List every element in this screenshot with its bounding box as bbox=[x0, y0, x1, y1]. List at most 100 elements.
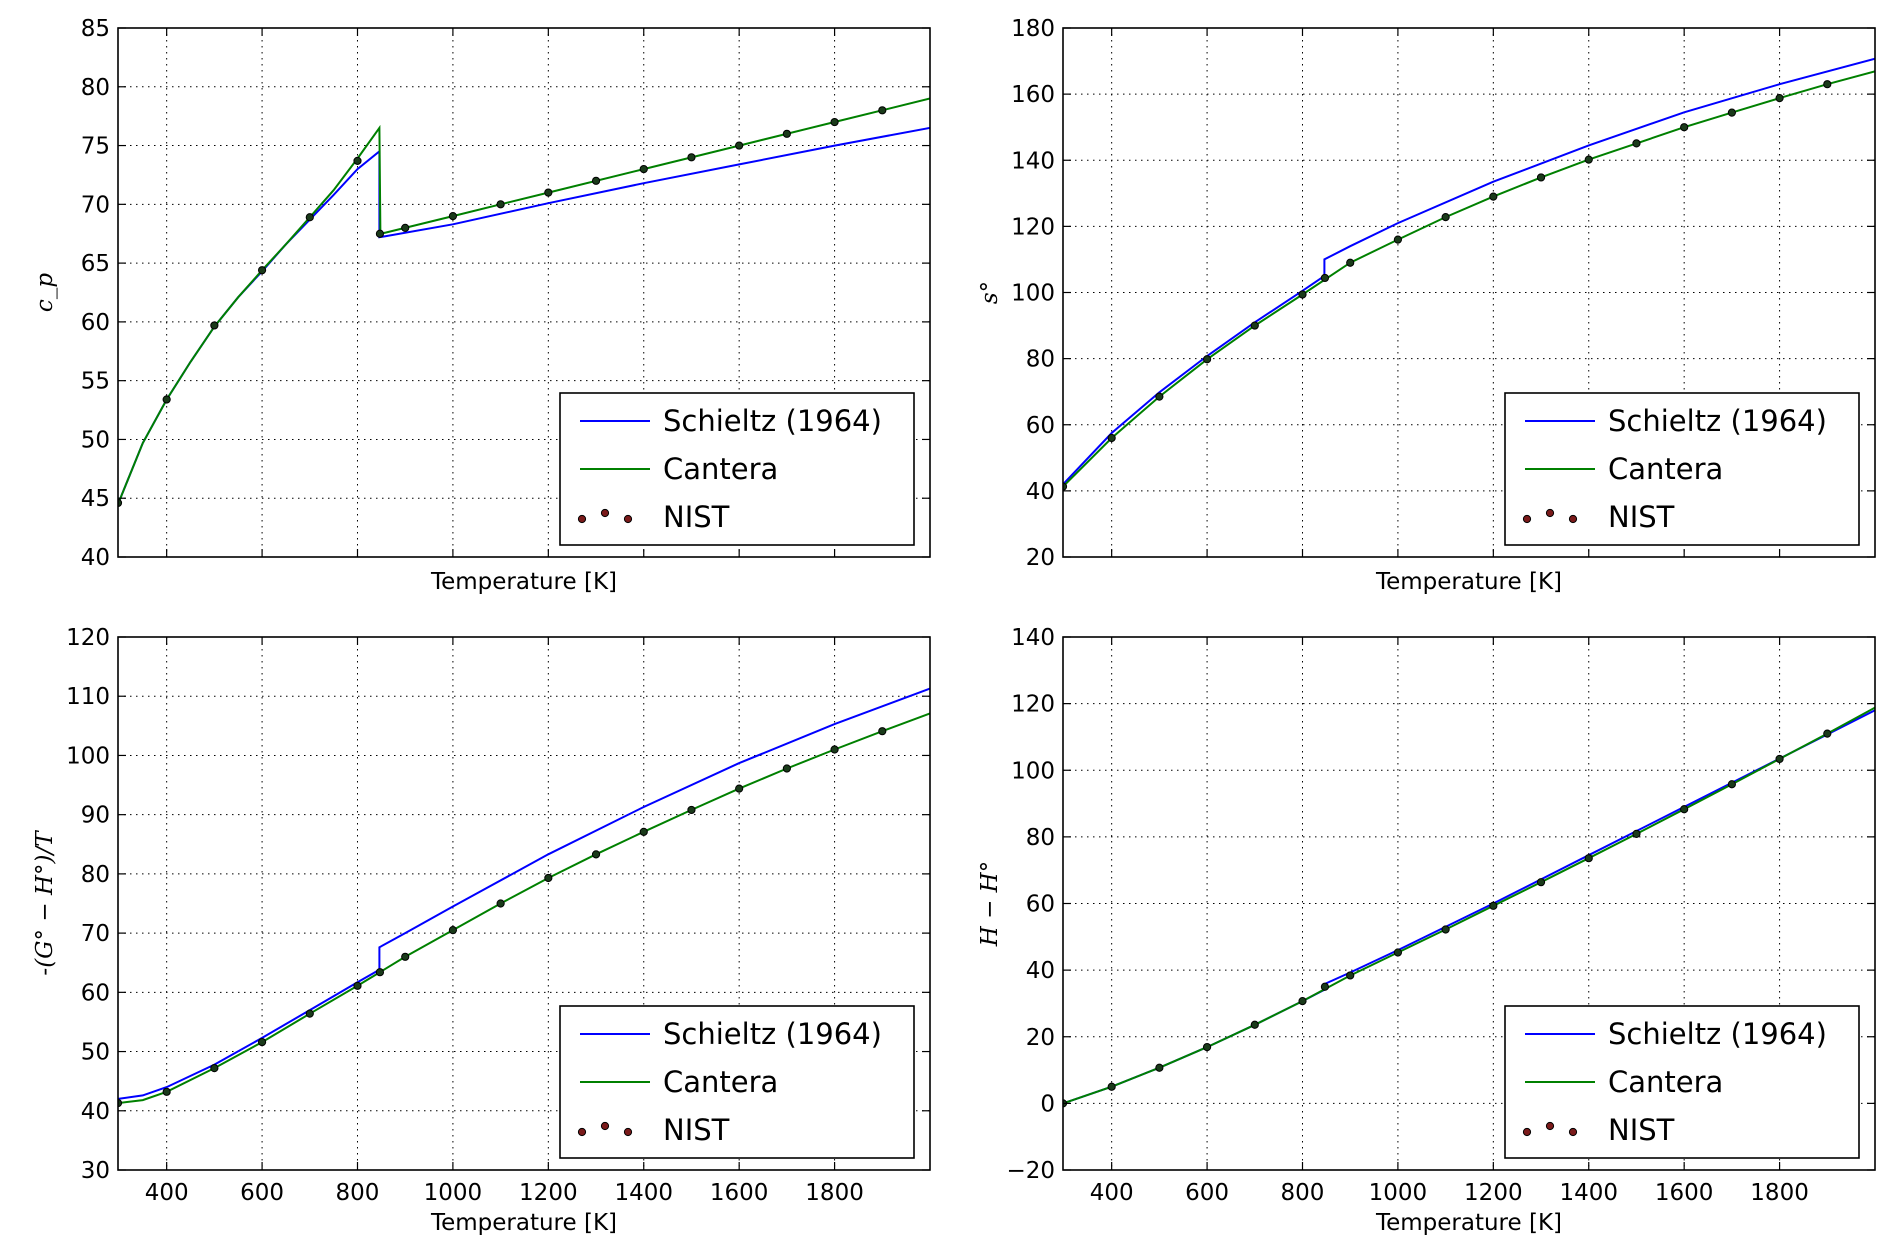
nist-point bbox=[1584, 155, 1593, 164]
nist-point bbox=[1727, 108, 1736, 117]
nist-point bbox=[687, 153, 696, 162]
x-tick-label: 1200 bbox=[1464, 1180, 1523, 1206]
y-tick-label: 120 bbox=[1011, 692, 1055, 718]
nist-point bbox=[1155, 392, 1164, 401]
nist-point bbox=[162, 395, 171, 404]
legend-label: Schieltz (1964) bbox=[663, 404, 882, 438]
y-tick-label: 60 bbox=[81, 310, 110, 336]
y-tick-label: 60 bbox=[81, 980, 110, 1006]
plot-frame bbox=[117, 636, 931, 1171]
y-tick-label: 80 bbox=[1026, 825, 1055, 851]
nist-point bbox=[878, 727, 887, 736]
legend-label: Schieltz (1964) bbox=[1608, 1017, 1827, 1051]
y-tick-label: 50 bbox=[81, 427, 110, 453]
legend-label: Schieltz (1964) bbox=[1608, 404, 1827, 438]
nist-point bbox=[162, 1087, 171, 1096]
x-tick-label: 1200 bbox=[519, 1180, 578, 1206]
legend-label: NIST bbox=[1608, 1113, 1675, 1147]
legend-label: NIST bbox=[1608, 500, 1675, 534]
legend-label: NIST bbox=[663, 1113, 730, 1147]
nist-point bbox=[1536, 173, 1546, 182]
nist-point bbox=[830, 745, 839, 754]
nist-point bbox=[1632, 829, 1641, 838]
nist-point bbox=[1823, 729, 1832, 738]
nist-point bbox=[496, 200, 505, 209]
y-axis-label: c_p bbox=[32, 273, 58, 312]
nist-point bbox=[1775, 93, 1784, 103]
x-tick-label: 1400 bbox=[614, 1180, 673, 1206]
nist-point bbox=[735, 784, 744, 793]
legend: Schieltz (1964) Cantera NIST bbox=[559, 392, 915, 546]
nist-point bbox=[544, 873, 553, 883]
legend-marker-swatch bbox=[1545, 1121, 1555, 1131]
y-tick-label: 100 bbox=[1011, 758, 1055, 784]
series-line-cantera bbox=[118, 97, 930, 505]
nist-point bbox=[305, 1009, 314, 1018]
nist-point bbox=[1775, 754, 1784, 764]
x-tick-label: 1000 bbox=[424, 1180, 483, 1206]
y-tick-label: 40 bbox=[81, 1099, 110, 1125]
nist-point bbox=[1107, 433, 1116, 443]
nist-point bbox=[1441, 213, 1450, 222]
y-tick-label: 40 bbox=[1026, 958, 1055, 984]
y-tick-label: 100 bbox=[66, 743, 110, 769]
nist-point bbox=[544, 188, 553, 197]
y-tick-label: 140 bbox=[1011, 625, 1055, 651]
x-axis-label: Temperature [K] bbox=[1375, 1210, 1562, 1236]
nist-point bbox=[1680, 805, 1689, 814]
chart-panel-1: 40 45 50 55 60 65 70 75 80 85 Temperature [K] c_p Sc… bbox=[32, 16, 931, 595]
nist-point bbox=[878, 106, 887, 115]
legend-marker-swatch bbox=[1568, 1127, 1578, 1137]
plot-area bbox=[1063, 57, 1875, 491]
y-axis-label: s° bbox=[977, 281, 1003, 304]
nist-point bbox=[353, 156, 362, 165]
nist-point bbox=[1320, 273, 1330, 283]
nist-point bbox=[830, 117, 839, 127]
nist-point bbox=[639, 827, 648, 836]
y-axis-label: H − H° bbox=[977, 861, 1003, 948]
nist-point bbox=[375, 968, 385, 977]
nist-point bbox=[305, 213, 314, 222]
legend-marker-swatch bbox=[623, 514, 633, 524]
nist-point bbox=[1298, 290, 1307, 299]
nist-point bbox=[1346, 258, 1355, 267]
y-tick-label: 160 bbox=[1011, 82, 1055, 108]
nist-point bbox=[735, 141, 744, 150]
x-axis-label: Temperature [K] bbox=[1375, 569, 1562, 595]
nist-point bbox=[401, 952, 410, 961]
nist-point bbox=[1155, 1063, 1164, 1072]
y-tick-label: 85 bbox=[81, 16, 110, 42]
nist-point bbox=[1298, 997, 1307, 1006]
nist-point bbox=[1107, 1082, 1116, 1091]
x-tick-label: 600 bbox=[1185, 1180, 1229, 1206]
legend-marker-swatch bbox=[577, 514, 587, 524]
nist-point bbox=[1346, 971, 1355, 980]
x-axis-label: Temperature [K] bbox=[430, 1210, 617, 1236]
nist-point bbox=[1823, 80, 1832, 89]
chart-panel-2: 20 40 60 80 100 120 140 160 180 Temperature [K] s°… bbox=[977, 16, 1876, 595]
y-tick-label: 70 bbox=[81, 921, 110, 947]
legend-marker-swatch bbox=[600, 1121, 610, 1131]
legend-label: Cantera bbox=[663, 452, 778, 486]
x-tick-label: 800 bbox=[1281, 1180, 1325, 1206]
plot-area bbox=[118, 97, 930, 508]
y-tick-label: 80 bbox=[1026, 347, 1055, 373]
nist-point bbox=[591, 850, 601, 859]
y-tick-label: 180 bbox=[1011, 16, 1055, 42]
plot-area bbox=[118, 687, 930, 1108]
chart-panel-3: 30 40 50 60 70 80 90 100 110 120 400 600 800 1000 1200… bbox=[32, 625, 931, 1236]
nist-point bbox=[1632, 139, 1641, 148]
nist-point bbox=[782, 129, 791, 138]
nist-point bbox=[1727, 780, 1736, 789]
nist-point bbox=[1320, 982, 1330, 991]
y-tick-label: 20 bbox=[1026, 1025, 1055, 1051]
nist-point bbox=[1250, 321, 1259, 330]
y-tick-label: 40 bbox=[1026, 479, 1055, 505]
nist-point bbox=[257, 266, 267, 275]
nist-point bbox=[448, 211, 458, 221]
y-tick-label: 80 bbox=[81, 75, 110, 101]
x-tick-label: 1600 bbox=[1655, 1180, 1714, 1206]
series-line-cantera bbox=[1063, 706, 1875, 1105]
series-line-cantera bbox=[1063, 70, 1875, 488]
